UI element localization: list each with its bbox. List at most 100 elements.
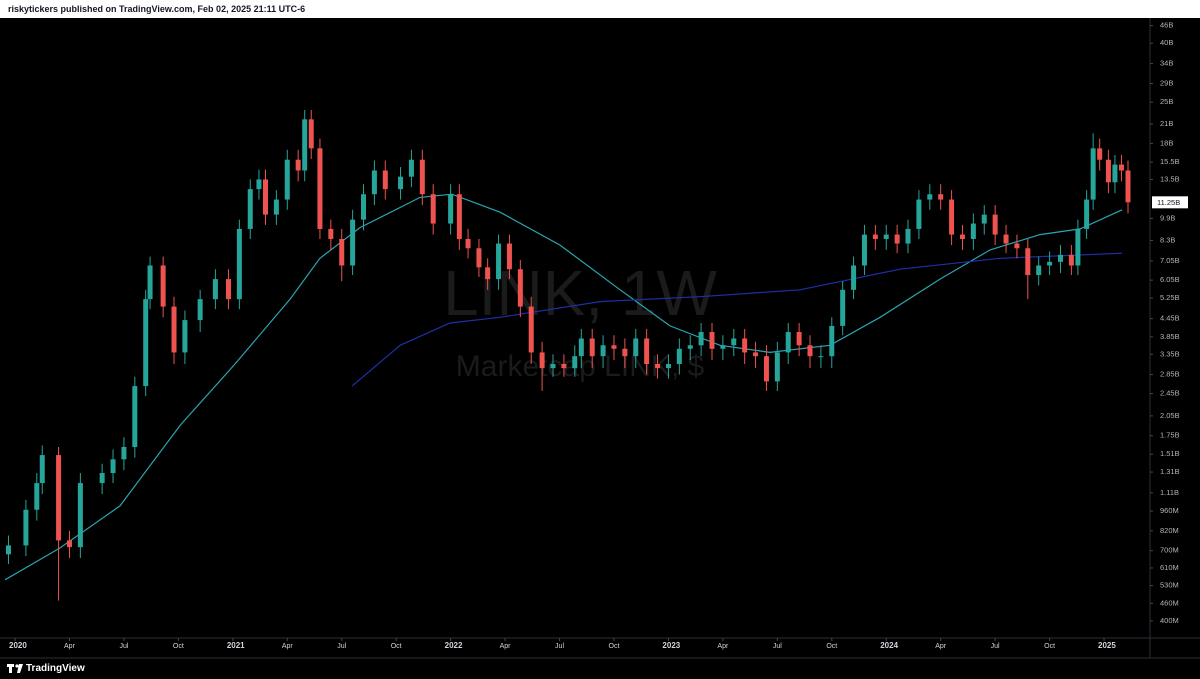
candle-body — [371, 170, 377, 195]
y-tick-label: 2.45B — [1160, 389, 1180, 398]
y-tick-label: 18B — [1160, 138, 1173, 147]
x-tick-label: Apr — [64, 643, 76, 650]
candle-body — [476, 248, 482, 268]
candle-body — [589, 338, 595, 357]
candle-body — [308, 119, 314, 149]
candle-body — [561, 364, 567, 369]
candle-body — [676, 348, 682, 365]
candle-body — [785, 332, 791, 353]
y-tick-label: 3.35B — [1160, 349, 1180, 358]
candle-body — [774, 352, 780, 382]
candle-body — [539, 352, 545, 369]
candle-body — [611, 345, 617, 349]
x-tick-label: Jul — [555, 643, 564, 650]
y-tick-label: 5.25B — [1160, 293, 1180, 302]
y-tick-label: 29B — [1160, 79, 1173, 88]
candle-body — [872, 234, 878, 239]
x-tick-label: Oct — [173, 643, 184, 650]
candle-body — [1090, 148, 1096, 200]
y-tick-label: 1.75B — [1160, 431, 1180, 440]
candle-body — [1014, 243, 1020, 249]
y-tick-label: 25B — [1160, 97, 1173, 106]
candle-body — [247, 189, 253, 229]
y-tick-label: 34B — [1160, 59, 1173, 68]
x-tick-label: Oct — [391, 643, 402, 650]
candle-body — [851, 265, 857, 290]
logo-part — [9, 664, 12, 673]
y-tick-label: 820M — [1160, 526, 1179, 535]
candle-body — [1105, 159, 1111, 183]
y-tick-label: 21B — [1160, 119, 1173, 128]
candle-body — [894, 234, 900, 244]
candle-body — [5, 545, 11, 555]
candle-body — [572, 356, 578, 369]
x-tick-label: Apr — [935, 643, 947, 650]
candle-body — [171, 306, 177, 353]
watermark-symbol: LINK, 1W — [443, 257, 717, 329]
candle-body — [927, 194, 933, 200]
y-tick-label: 15.5B — [1160, 157, 1180, 166]
candle-body — [938, 194, 944, 200]
candle-body — [506, 243, 512, 270]
moving-average — [5, 193, 1123, 581]
x-tick-label: Jul — [119, 643, 128, 650]
candle-body — [1025, 248, 1031, 276]
candle-body — [644, 338, 650, 365]
candle-body — [110, 459, 116, 474]
candle-body — [665, 364, 671, 369]
candle-body — [753, 352, 759, 357]
y-tick-label: 1.51B — [1160, 449, 1180, 458]
candle-body — [147, 265, 153, 300]
candle-body — [763, 356, 769, 382]
candle-body — [34, 483, 40, 510]
candle-body — [731, 338, 737, 346]
moving-average — [351, 252, 1123, 387]
candle-body — [39, 455, 45, 484]
candle-body — [273, 199, 279, 215]
candle-body — [796, 332, 802, 346]
candle-body — [807, 345, 813, 357]
candle-body — [742, 338, 748, 353]
candle-body — [398, 176, 404, 190]
candle-body — [160, 265, 166, 307]
y-tick-label: 700M — [1160, 546, 1179, 555]
candle-body — [317, 148, 323, 229]
candle-body — [77, 483, 83, 548]
candle-body — [600, 345, 606, 357]
watermark: LINK, 1W Marketcap LINK, $ — [443, 257, 717, 383]
candle-body — [1112, 164, 1118, 183]
x-tick-label: 2021 — [227, 641, 245, 650]
y-tick-label: 3.85B — [1160, 332, 1180, 341]
x-tick-label: 2020 — [9, 641, 27, 650]
x-tick-label: Oct — [1044, 643, 1055, 650]
candle-body — [456, 194, 462, 239]
x-tick-label: Jul — [337, 643, 346, 650]
candle-body — [528, 306, 534, 353]
candle-body — [197, 299, 203, 321]
candle-body — [1125, 170, 1131, 203]
candle-body — [339, 238, 345, 266]
candle-body — [1068, 254, 1074, 266]
candle-body — [970, 223, 976, 239]
y-tick-label: 40B — [1160, 38, 1173, 47]
candle-body — [1047, 261, 1053, 266]
candle-body — [517, 269, 523, 307]
candle-body — [981, 214, 987, 224]
price-tag — [1152, 196, 1188, 209]
candle-body — [132, 386, 138, 447]
candle-body — [698, 332, 704, 346]
candle-body — [883, 234, 889, 239]
candle-body — [959, 234, 965, 239]
candle-body — [1097, 148, 1103, 160]
footer-brand: TradingView — [26, 663, 85, 674]
header-text: riskytickers published on TradingView.co… — [8, 4, 305, 14]
candle-body — [56, 455, 62, 541]
y-tick-label: 960M — [1160, 506, 1179, 515]
candle-body — [23, 509, 29, 546]
y-tick-label: 8.3B — [1160, 235, 1175, 244]
candle-body — [419, 159, 425, 195]
candle-body — [840, 289, 846, 326]
